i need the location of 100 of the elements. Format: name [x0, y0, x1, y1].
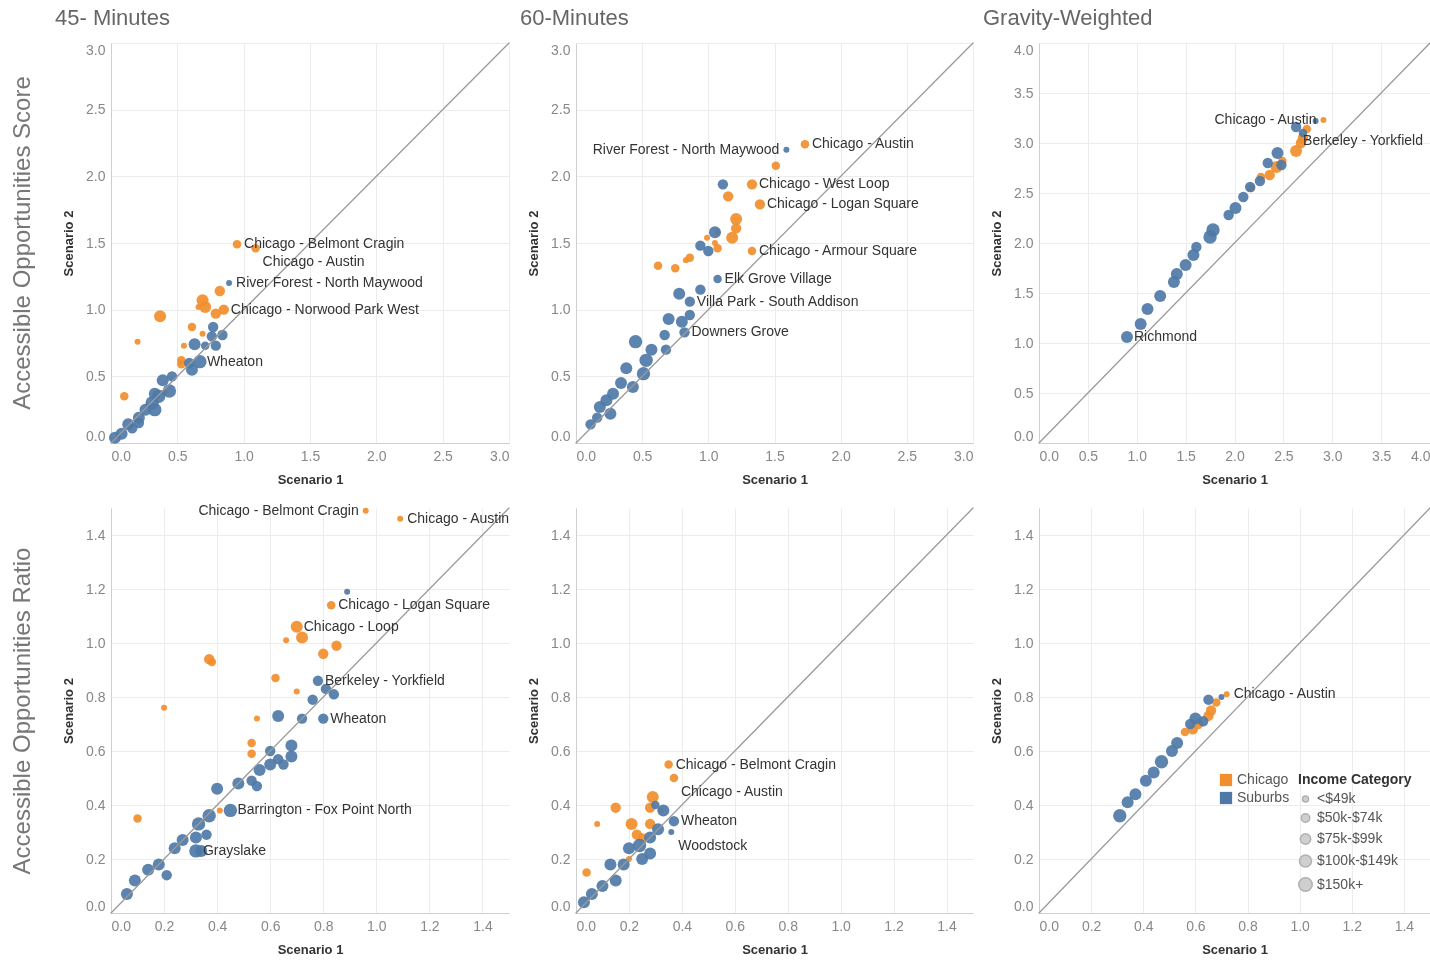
y-tick-label: 1.2	[1014, 580, 1034, 597]
x-tick-label: 0.4	[1134, 917, 1154, 934]
x-tick-label: 1.4	[473, 917, 493, 934]
y-tick-label: 2.0	[1014, 234, 1034, 251]
y-axis-title: Scenario 2	[61, 678, 77, 744]
annotation: Berkeley - Yorkfield	[324, 671, 445, 688]
y-tick-label: 0.4	[1014, 796, 1034, 813]
annotation: Barrington - Fox Point North	[237, 801, 412, 818]
annotation: Richmond	[1133, 328, 1198, 344]
x-tick-label: 3.0	[1323, 447, 1343, 464]
annotation: Woodstock	[678, 837, 749, 853]
x-tick-label: 0.0	[111, 447, 132, 464]
y-tick-label: 0.2	[551, 850, 571, 867]
y-tick-label: 2.0	[551, 167, 571, 184]
y-tick-label: 0.8	[551, 688, 571, 705]
chart-title: 60-Minutes	[520, 5, 629, 31]
y-axis-title: Scenario 2	[989, 210, 1005, 277]
x-tick-label: 1.4	[937, 917, 957, 934]
text: Accessible Opportunities Ratio	[8, 547, 36, 874]
x-axis-title: Scenario 1	[277, 471, 344, 487]
x-tick-label: 1.0	[1290, 917, 1311, 934]
x-tick-label: 0.0	[576, 917, 597, 934]
x-tick-label: 0.0	[576, 447, 597, 464]
x-tick-label: 1.2	[420, 917, 440, 934]
y-tick-label: 0.4	[86, 796, 106, 813]
annotation: Downers Grove	[691, 323, 789, 340]
y-tick-label: 1.5	[86, 234, 106, 251]
x-tick-label: 0.8	[1238, 917, 1258, 934]
x-tick-label: 0.4	[207, 917, 228, 934]
x-tick-label: 1.2	[884, 917, 905, 934]
annotation: Chicago - Belmont Cragin	[198, 501, 359, 518]
x-tick-label: 1.5	[765, 447, 785, 464]
annotation: Villa Park - South Addison	[696, 292, 859, 309]
y-tick-label: 1.2	[86, 580, 106, 597]
x-axis-title: Scenario 1	[277, 941, 344, 957]
x-tick-label: 0.5	[632, 447, 653, 464]
x-axis-title: Scenario 1	[1202, 471, 1268, 487]
x-tick-label: 2.5	[1274, 447, 1294, 464]
annotation: Chicago - Austin	[262, 253, 365, 270]
x-tick-label: 3.5	[1371, 447, 1392, 464]
chart-title: Gravity-Weighted	[983, 5, 1153, 31]
x-tick-label: 1.5	[300, 447, 321, 464]
y-tick-label: 2.5	[1014, 184, 1034, 201]
y-tick-label: 0.5	[1014, 384, 1034, 401]
x-tick-label: 1.5	[1176, 447, 1197, 464]
y-tick-label: 3.0	[1014, 134, 1034, 151]
y-tick-label: 0.2	[1014, 850, 1034, 867]
y-tick-label: 0.0	[551, 897, 571, 914]
x-tick-label: 4.0	[1411, 447, 1430, 464]
annotation: Chicago - Belmont Cragin	[244, 235, 405, 252]
x-tick-label: 0.5	[1078, 447, 1099, 464]
annotation: Wheaton	[206, 352, 263, 369]
x-tick-label: 1.4	[1394, 917, 1415, 934]
annotation: River Forest - North Maywood	[592, 140, 780, 157]
y-tick-label: 0.0	[1014, 897, 1034, 914]
annotation: Chicago - Austin	[811, 135, 914, 152]
x-tick-label: 0.8	[314, 917, 334, 934]
x-tick-label: 0.5	[168, 447, 188, 464]
x-tick-label: 0.0	[1039, 447, 1060, 464]
y-tick-label: 3.0	[551, 41, 571, 58]
legend-label: $150k+	[1317, 875, 1364, 892]
legend-title: Income Category	[1298, 771, 1412, 787]
annotation: Chicago - Austin	[407, 509, 510, 526]
annotation: Chicago - Austin	[1214, 111, 1317, 127]
annotation: Wheaton	[680, 812, 737, 829]
y-axis-title: Scenario 2	[526, 210, 542, 277]
y-tick-label: 0.0	[1014, 427, 1034, 444]
y-tick-label: 0.8	[1014, 688, 1034, 705]
y-tick-label: 1.5	[1014, 284, 1034, 301]
y-tick-label: 0.4	[551, 796, 571, 813]
x-tick-label: 2.5	[433, 447, 454, 464]
y-tick-label: 3.5	[1014, 84, 1034, 101]
y-tick-label: 1.4	[1014, 526, 1034, 543]
y-tick-label: 1.4	[551, 526, 571, 543]
x-tick-label: 1.2	[1342, 917, 1363, 934]
x-tick-label: 0.6	[1186, 917, 1206, 934]
y-axis-title: Scenario 2	[989, 678, 1005, 744]
legend-label: Suburbs	[1237, 789, 1290, 805]
text: Accessible Opportunities Score	[8, 76, 36, 410]
y-tick-label: 0.2	[86, 850, 106, 867]
y-tick-label: 4.0	[1014, 41, 1034, 58]
annotation: River Forest - North Maywood	[236, 274, 423, 290]
y-tick-label: 0.0	[86, 427, 106, 444]
x-tick-label: 3.0	[490, 447, 510, 464]
y-tick-label: 0.0	[86, 897, 106, 914]
legend-label: $100k-$149k	[1317, 852, 1399, 868]
x-tick-label: 1.0	[234, 447, 255, 464]
y-tick-label: 3.0	[86, 41, 106, 58]
y-tick-label: 2.5	[86, 101, 106, 118]
x-tick-label: 0.2	[619, 917, 640, 934]
x-tick-label: 0.6	[260, 917, 281, 934]
x-tick-label: 0.0	[111, 917, 132, 934]
annotation: Chicago - Loop	[303, 617, 399, 634]
y-tick-label: 1.4	[86, 526, 106, 543]
legend-label: $50k-$74k	[1317, 809, 1384, 825]
annotation: Chicago - Norwood Park West	[230, 300, 419, 317]
y-tick-label: 1.2	[551, 580, 571, 597]
annotation: Chicago - West Loop	[759, 175, 890, 192]
y-tick-label: 0.6	[86, 742, 106, 759]
y-tick-label: 1.0	[1014, 334, 1034, 351]
